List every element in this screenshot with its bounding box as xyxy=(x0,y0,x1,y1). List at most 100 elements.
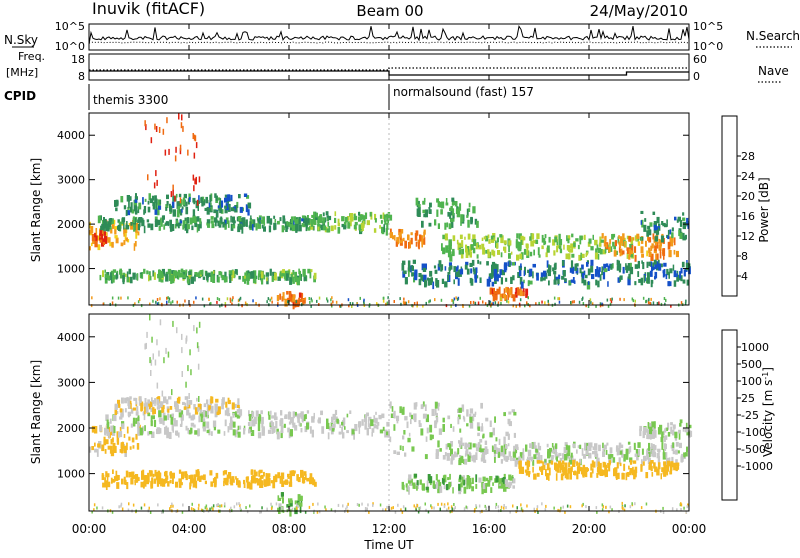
data-cell xyxy=(649,251,652,257)
data-cell xyxy=(206,409,209,415)
data-cell xyxy=(242,219,246,227)
data-cell xyxy=(448,262,452,267)
data-cell xyxy=(238,407,241,413)
data-cell xyxy=(248,414,252,421)
data-cell xyxy=(650,279,653,288)
data-cell xyxy=(209,470,213,476)
data-cell xyxy=(165,221,169,226)
data-cell xyxy=(591,468,594,474)
data-cell xyxy=(592,451,596,455)
data-cell xyxy=(311,214,315,218)
data-cell xyxy=(176,201,180,209)
data-cell xyxy=(288,295,292,302)
data-cell xyxy=(104,428,109,434)
data-cell xyxy=(326,418,329,427)
data-cell xyxy=(533,249,535,256)
data-cell xyxy=(553,445,557,453)
data-cell xyxy=(572,443,576,448)
data-cell xyxy=(320,225,324,231)
data-cell xyxy=(524,304,526,308)
data-cell xyxy=(325,211,329,216)
data-cell xyxy=(91,296,93,300)
data-cell xyxy=(334,409,338,416)
data-cell xyxy=(681,232,685,240)
data-cell xyxy=(639,428,642,437)
data-cell xyxy=(163,396,167,404)
data-cell xyxy=(543,465,546,470)
data-cell xyxy=(627,263,631,271)
data-cell xyxy=(223,431,226,436)
data-cell xyxy=(271,300,273,304)
data-cell xyxy=(257,273,260,280)
data-cell xyxy=(239,219,244,223)
data-cell xyxy=(162,128,165,135)
data-cell xyxy=(289,481,292,487)
data-cell xyxy=(256,478,260,486)
data-cell xyxy=(680,508,682,511)
data-cell xyxy=(174,195,176,202)
data-cell xyxy=(658,263,662,271)
data-cell xyxy=(96,449,99,457)
data-cell xyxy=(508,244,510,253)
data-cell xyxy=(246,277,250,285)
data-cell xyxy=(238,194,241,199)
data-cell xyxy=(481,486,484,495)
data-cell xyxy=(512,304,514,308)
data-cell xyxy=(461,240,464,248)
velocity-colorbar-label-main: Velocity [m s xyxy=(761,380,775,457)
data-cell xyxy=(493,447,497,453)
data-cell xyxy=(223,480,225,487)
data-cell xyxy=(396,237,399,242)
data-cell xyxy=(422,401,425,407)
data-cell xyxy=(161,390,164,397)
data-cell xyxy=(500,505,503,509)
data-cell xyxy=(211,506,213,510)
data-cell xyxy=(257,218,261,223)
data-cell xyxy=(363,300,365,304)
data-cell xyxy=(232,224,236,229)
data-cell xyxy=(373,424,377,429)
data-cell xyxy=(299,423,302,427)
data-cell xyxy=(236,414,240,419)
data-cell xyxy=(416,480,419,486)
data-cell xyxy=(405,483,408,488)
data-cell xyxy=(245,506,247,510)
data-cell xyxy=(571,300,574,304)
data-cell xyxy=(154,220,158,227)
data-cell xyxy=(197,224,200,231)
data-cell xyxy=(477,301,480,305)
data-cell xyxy=(224,271,227,280)
data-cell xyxy=(502,477,506,485)
velocity-ylabel: Slant Range [km] xyxy=(29,360,43,464)
data-cell xyxy=(525,444,528,452)
data-cell xyxy=(517,272,521,278)
data-cell xyxy=(449,212,452,219)
data-cell xyxy=(508,482,512,488)
data-cell xyxy=(196,224,199,233)
data-cell xyxy=(604,471,607,478)
data-cell xyxy=(301,223,304,227)
data-cell xyxy=(213,270,215,274)
data-cell xyxy=(512,504,514,508)
data-cell xyxy=(342,432,345,439)
data-cell xyxy=(404,452,407,457)
data-cell xyxy=(607,281,609,287)
data-cell xyxy=(660,302,663,306)
data-cell xyxy=(503,504,505,507)
data-cell xyxy=(553,506,555,510)
data-cell xyxy=(455,272,459,277)
data-cell xyxy=(130,423,133,428)
data-cell xyxy=(493,450,498,454)
data-cell xyxy=(349,213,354,221)
data-cell xyxy=(402,271,406,278)
data-cell xyxy=(663,297,666,300)
nsearch-tick-bottom: 10^0 xyxy=(693,40,723,53)
data-cell xyxy=(411,304,413,308)
data-cell xyxy=(270,502,272,506)
data-cell xyxy=(586,445,589,452)
data-cell xyxy=(281,273,284,277)
y-tick-label: 2000 xyxy=(57,422,85,435)
nsky-trace xyxy=(88,24,690,45)
data-cell xyxy=(297,502,300,506)
data-cell xyxy=(601,233,604,239)
